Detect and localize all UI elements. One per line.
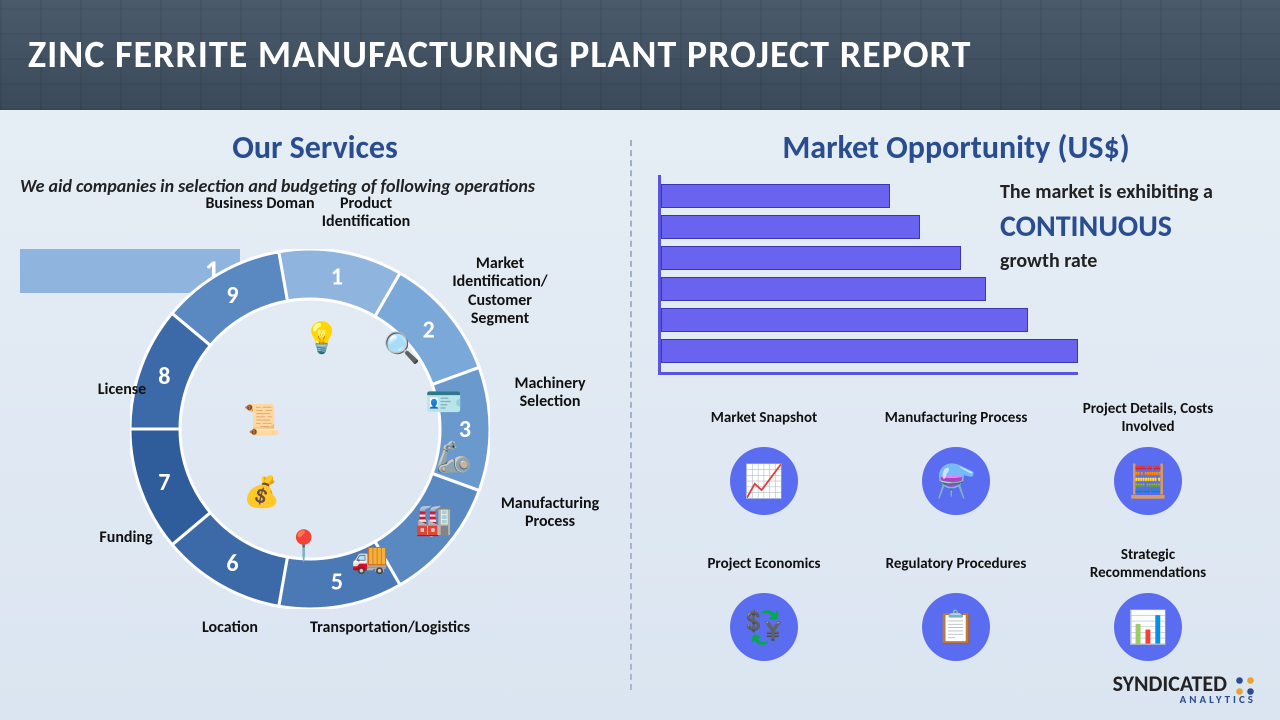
wheel-icon: 🚚 (351, 540, 388, 577)
growth-post: growth rate (1000, 249, 1097, 273)
wheel-icon: 🦾 (435, 439, 472, 476)
feature-icon: 💱 (730, 593, 798, 661)
wheel-label: License (62, 381, 182, 399)
growth-big: CONTINUOUS (1000, 208, 1250, 245)
banner-title: ZINC FERRITE MANUFACTURING PLANT PROJECT… (28, 32, 971, 78)
feature-label: Project Economics (707, 545, 820, 583)
wheel-icon: 📜 (243, 402, 280, 439)
feature-icon: 🧮 (1114, 447, 1182, 515)
feature-icon: ⚗️ (922, 447, 990, 515)
feature-icon: 📋 (922, 593, 990, 661)
chart-bar (661, 184, 890, 208)
wheel-label: Product Identification (306, 195, 426, 232)
brand-logo: SYNDICATED ANALYTICS (1113, 670, 1256, 706)
growth-text: The market is exhibiting a CONTINUOUS gr… (1000, 180, 1250, 273)
wheel-segment-number: 1 (331, 262, 343, 291)
feature-item: Manufacturing Process ⚗️ (870, 399, 1042, 515)
wheel-label: Location (170, 619, 290, 637)
wheel-icon: 💡 (303, 320, 340, 357)
feature-label: Strategic Recommendations (1062, 545, 1234, 583)
feature-item: Regulatory Procedures 📋 (870, 545, 1042, 661)
wheel-icon: 💰 (243, 474, 280, 511)
left-panel: Our Services We aid companies in selecti… (0, 110, 630, 720)
feature-item: Project Economics 💱 (678, 545, 850, 661)
wheel-segment-number: 9 (226, 281, 238, 310)
feature-item: Market Snapshot 📈 (678, 399, 850, 515)
wheel-icon: 🔍 (383, 330, 420, 367)
wheel-label: Manufacturing Process (490, 495, 610, 532)
feature-item: Project Details, Costs Involved 🧮 (1062, 399, 1234, 515)
chart-bar (661, 246, 961, 270)
wheel-segment-number: 7 (158, 468, 170, 497)
chart-bar (661, 277, 986, 301)
chart-bar (661, 339, 1078, 363)
feature-label: Market Snapshot (711, 399, 818, 437)
market-title: Market Opportunity (US$) (658, 128, 1254, 167)
wheel-segment-number: 5 (331, 568, 343, 597)
feature-icon: 📈 (730, 447, 798, 515)
feature-label: Regulatory Procedures (886, 545, 1027, 583)
wheel-label: Machinery Selection (490, 375, 610, 412)
chart-bar (661, 215, 920, 239)
services-title: Our Services (20, 128, 610, 167)
wheel-icon: 📍 (285, 528, 322, 565)
wheel-segment-number: 6 (226, 549, 238, 578)
wheel-label: Market Identification/ Customer Segment (440, 255, 560, 329)
wheel-label: Transportation/Logistics (310, 619, 430, 637)
feature-icon-grid: Market Snapshot 📈 Manufacturing Process ⚗️ P… (658, 399, 1254, 661)
wheel-icon: 🪪 (425, 384, 462, 421)
wheel-segment-number: 2 (423, 315, 435, 344)
chart-bar (661, 308, 1028, 332)
wheel-label: Funding (66, 529, 186, 547)
feature-icon: 📊 (1114, 593, 1182, 661)
banner: ZINC FERRITE MANUFACTURING PLANT PROJECT… (0, 0, 1280, 110)
feature-label: Project Details, Costs Involved (1062, 399, 1234, 437)
content: Our Services We aid companies in selecti… (0, 110, 1280, 720)
services-subtitle: We aid companies in selection and budget… (20, 175, 610, 197)
right-panel: Market Opportunity (US$) The market is e… (632, 110, 1280, 720)
wheel-icon: 🏭 (415, 502, 452, 539)
feature-label: Manufacturing Process (885, 399, 1028, 437)
feature-item: Strategic Recommendations 📊 (1062, 545, 1234, 661)
wheel-label: Business Doman (200, 195, 320, 213)
growth-pre: The market is exhibiting a (1000, 180, 1213, 204)
services-wheel: 1 123456789 Business DomanProduct Identi… (20, 199, 610, 629)
